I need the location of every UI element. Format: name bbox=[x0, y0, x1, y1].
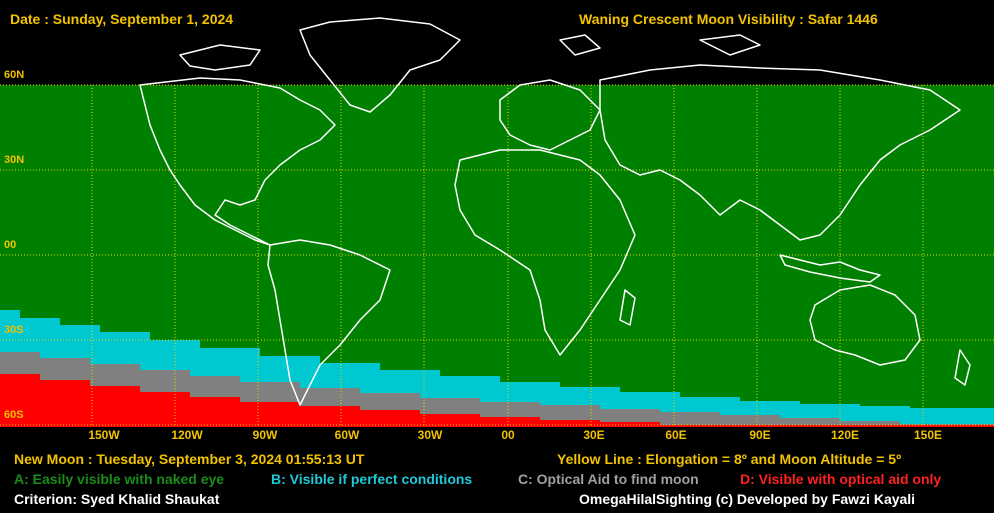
coastline-new-zealand bbox=[954, 349, 971, 386]
lat-label-60s: 60S bbox=[4, 409, 24, 421]
lon-label-60w: 60W bbox=[334, 428, 360, 442]
map-title: Waning Crescent Moon Visibility : Safar … bbox=[579, 11, 878, 27]
lat-label-00: 00 bbox=[4, 239, 17, 251]
lon-label-120e: 120E bbox=[830, 428, 860, 442]
lon-label-60e: 60E bbox=[665, 428, 687, 442]
coastline-north-america bbox=[139, 77, 336, 246]
legend-a: A: Easily visible with naked eye bbox=[14, 471, 225, 487]
coastline-asia bbox=[599, 64, 961, 241]
coastline-europe bbox=[499, 79, 601, 151]
yellow-line-label: Yellow Line : Elongation = 8º and Moon A… bbox=[557, 451, 902, 467]
coastline-siberia-islands bbox=[699, 34, 761, 56]
lon-label-30e: 30E bbox=[583, 428, 605, 442]
lon-label-30w: 30W bbox=[417, 428, 443, 442]
coastline-greenland bbox=[299, 17, 461, 113]
new-moon-label: New Moon : Tuesday, September 3, 2024 01… bbox=[14, 451, 365, 467]
date-label: Date : Sunday, September 1, 2024 bbox=[10, 11, 234, 27]
lon-label-150e: 150E bbox=[913, 428, 943, 442]
coastline-south-america bbox=[267, 239, 391, 406]
lat-label-30n: 30N bbox=[4, 154, 25, 166]
lon-label-90e: 90E bbox=[749, 428, 771, 442]
legend-d: D: Visible with optical aid only bbox=[740, 471, 942, 487]
legend-b: B: Visible if perfect conditions bbox=[271, 471, 473, 487]
credit-label: OmegaHilalSighting (c) Developed by Fawz… bbox=[579, 491, 916, 507]
coastline-madagascar bbox=[619, 289, 636, 326]
coastline-australia bbox=[809, 284, 921, 366]
lon-label-00: 00 bbox=[501, 428, 515, 442]
legend-c: C: Optical Aid to find moon bbox=[518, 471, 699, 487]
criterion-label: Criterion: Syed Khalid Shaukat bbox=[14, 491, 220, 507]
lon-label-90w: 90W bbox=[252, 428, 278, 442]
lon-label-150w: 150W bbox=[88, 428, 120, 442]
coastline-arctic-islands bbox=[179, 44, 261, 71]
coastline-svalbard bbox=[559, 34, 601, 56]
zone-d-area bbox=[0, 374, 994, 427]
lat-label-30s: 30S bbox=[4, 324, 24, 336]
coastline-africa bbox=[454, 149, 636, 356]
lon-label-120w: 120W bbox=[171, 428, 203, 442]
lat-label-60n: 60N bbox=[4, 69, 25, 81]
coastline-indonesia bbox=[779, 254, 881, 283]
